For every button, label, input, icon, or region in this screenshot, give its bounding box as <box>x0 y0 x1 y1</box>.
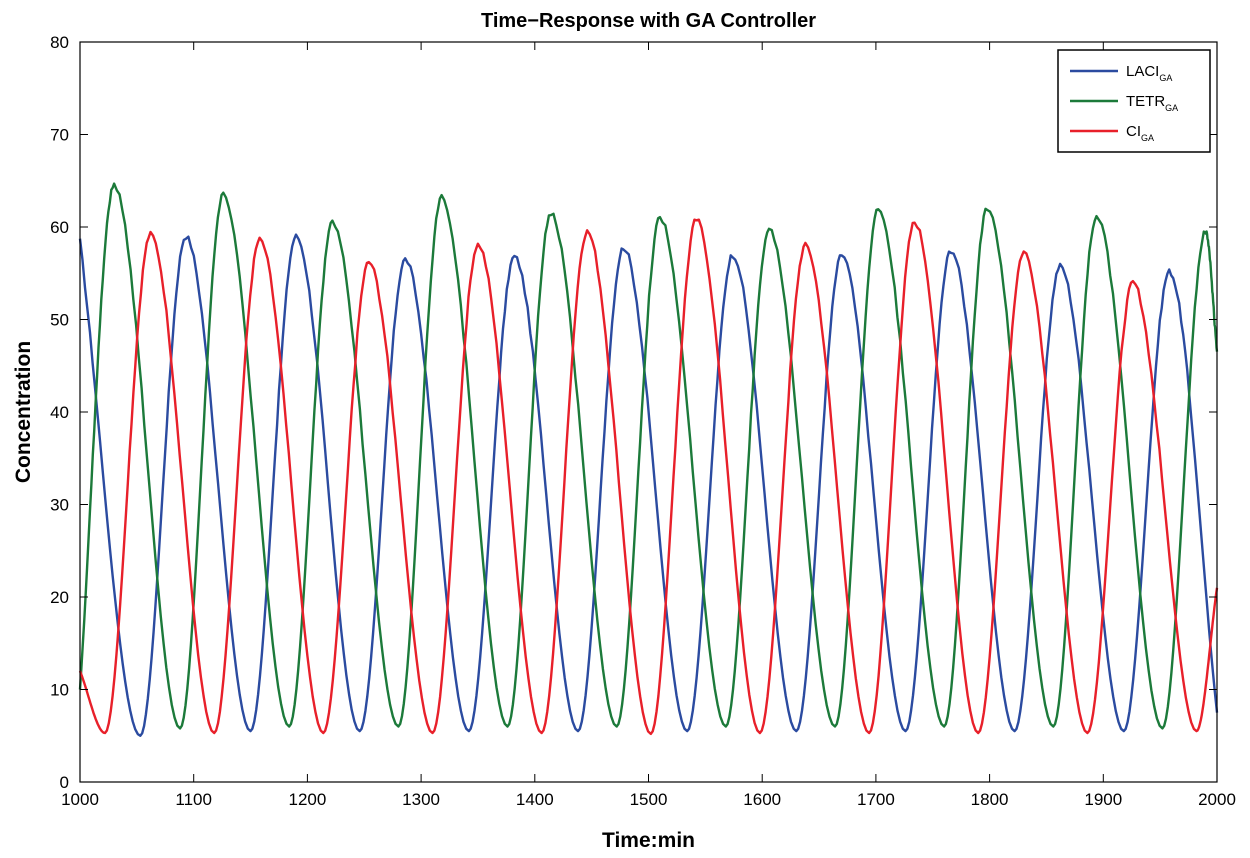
series-line-ci <box>78 218 1219 736</box>
chart-title: Time−Response with GA Controller <box>481 10 816 32</box>
legend-label: TETRGA <box>1126 93 1178 113</box>
x-tick-label: 1600 <box>743 790 781 809</box>
x-tick-label: 1100 <box>175 790 212 809</box>
legend-label-name: LACI <box>1126 63 1159 80</box>
x-tick-label: 1900 <box>1084 790 1122 809</box>
y-axis-label: Concentration <box>12 341 35 483</box>
y-tick-label: 80 <box>50 33 69 52</box>
x-tick-label: 1000 <box>61 790 99 809</box>
y-tick-label: 40 <box>50 403 69 422</box>
legend-label-name: TETR <box>1126 93 1165 110</box>
x-tick-label: 1400 <box>516 790 554 809</box>
series-line-tetr <box>78 182 1219 730</box>
legend-label-subscript: GA <box>1165 103 1178 113</box>
x-tick-label: 1700 <box>857 790 895 809</box>
series-line-laci <box>78 233 1219 737</box>
legend-label: CIGA <box>1126 123 1154 143</box>
y-tick-label: 20 <box>50 588 69 607</box>
legend-label: LACIGA <box>1126 63 1172 83</box>
x-tick-label: 2000 <box>1198 790 1236 809</box>
x-tick-label: 1200 <box>288 790 326 809</box>
y-tick-label: 70 <box>50 126 69 145</box>
x-axis-label: Time:min <box>602 829 695 852</box>
y-tick-label: 30 <box>50 496 69 515</box>
y-tick-label: 50 <box>50 311 69 330</box>
y-tick-label: 10 <box>50 681 69 700</box>
legend-label-subscript: GA <box>1141 133 1154 143</box>
x-tick-label: 1800 <box>971 790 1009 809</box>
tick-layer: 1000 1100 1200 1300 1400 1500 1600 1700 1800 1900… <box>50 33 1236 809</box>
series-layer <box>78 182 1219 737</box>
y-tick-label: 0 <box>60 773 69 792</box>
legend-label-name: CI <box>1126 123 1141 140</box>
x-tick-label: 1500 <box>630 790 668 809</box>
y-tick-label: 60 <box>50 218 69 237</box>
legend-label-subscript: GA <box>1159 73 1172 83</box>
x-tick-label: 1300 <box>402 790 440 809</box>
